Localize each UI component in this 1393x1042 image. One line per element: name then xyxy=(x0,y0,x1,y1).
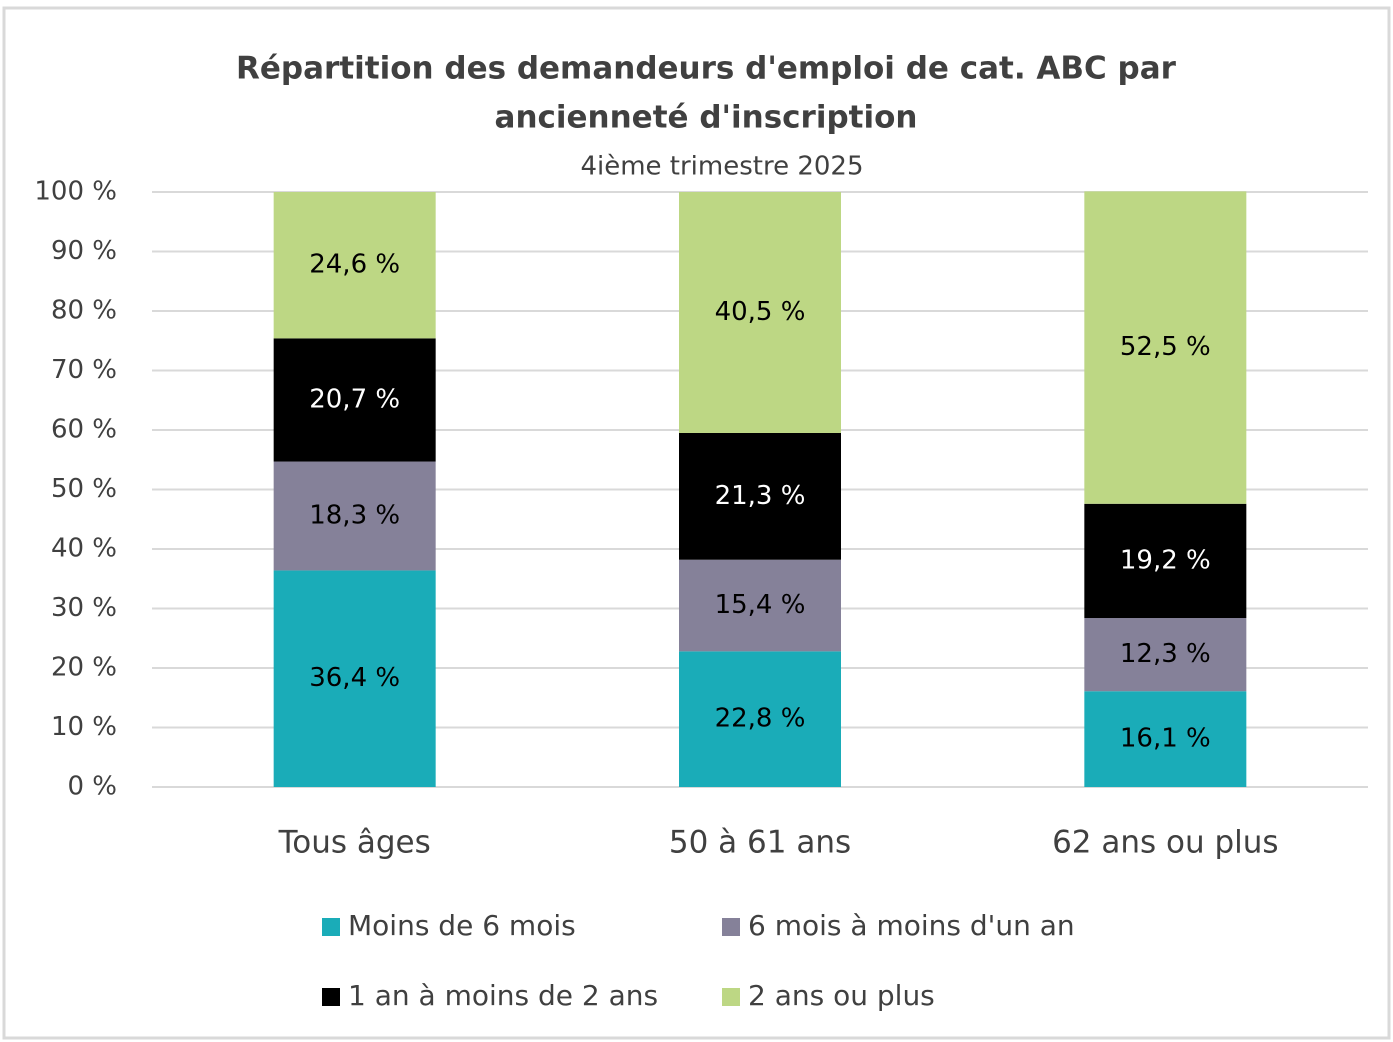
x-tick-label: 62 ans ou plus xyxy=(1052,825,1279,861)
legend-swatch xyxy=(322,918,340,936)
data-label: 18,3 % xyxy=(309,500,400,530)
y-tick-label: 20 % xyxy=(51,653,117,683)
y-tick-label: 50 % xyxy=(51,474,117,504)
bar-segment xyxy=(679,432,841,560)
y-tick-label: 10 % xyxy=(51,712,117,742)
x-tick-label: 50 à 61 ans xyxy=(669,825,851,861)
bar-segment xyxy=(1084,618,1247,692)
legend-label: 2 ans ou plus xyxy=(748,979,935,1012)
legend-label: 6 mois à moins d'un an xyxy=(748,909,1075,942)
data-label: 16,1 % xyxy=(1120,724,1211,754)
chart-title: ancienneté d'inscription xyxy=(495,100,918,136)
data-label: 19,2 % xyxy=(1120,545,1211,575)
y-tick-label: 80 % xyxy=(51,296,117,326)
bar-segment xyxy=(679,559,841,652)
bar-segment xyxy=(273,338,436,462)
data-label: 22,8 % xyxy=(715,704,806,734)
y-tick-label: 90 % xyxy=(51,236,117,266)
bar-segment xyxy=(1084,691,1247,787)
legend-swatch xyxy=(322,988,340,1006)
bar-segment xyxy=(679,651,841,787)
bar-segment xyxy=(1084,191,1247,504)
y-tick-label: 60 % xyxy=(51,415,117,445)
y-tick-label: 100 % xyxy=(34,177,117,207)
legend-label: 1 an à moins de 2 ans xyxy=(348,979,658,1012)
y-tick-label: 30 % xyxy=(51,593,117,623)
x-tick-label: Tous âges xyxy=(278,825,431,861)
chart-subtitle: 4ième trimestre 2025 xyxy=(580,152,863,182)
y-tick-label: 0 % xyxy=(67,772,117,802)
bar-segment xyxy=(273,570,436,787)
data-label: 15,4 % xyxy=(715,590,806,620)
legend-label: Moins de 6 mois xyxy=(348,909,576,942)
bar-segment xyxy=(273,461,436,571)
data-label: 12,3 % xyxy=(1120,639,1211,669)
data-label: 24,6 % xyxy=(309,250,400,280)
bar-segment xyxy=(1084,503,1247,619)
data-label: 20,7 % xyxy=(309,384,400,414)
y-tick-label: 70 % xyxy=(51,355,117,385)
legend-swatch xyxy=(722,988,740,1006)
y-tick-label: 40 % xyxy=(51,534,117,564)
chart-title: Répartition des demandeurs d'emploi de c… xyxy=(236,51,1177,87)
data-label: 52,5 % xyxy=(1120,332,1211,362)
bar-segment xyxy=(273,192,436,339)
bar-segment xyxy=(679,192,841,433)
data-label: 21,3 % xyxy=(715,481,806,511)
legend-swatch xyxy=(722,918,740,936)
data-label: 36,4 % xyxy=(309,663,400,693)
data-label: 40,5 % xyxy=(715,297,806,327)
